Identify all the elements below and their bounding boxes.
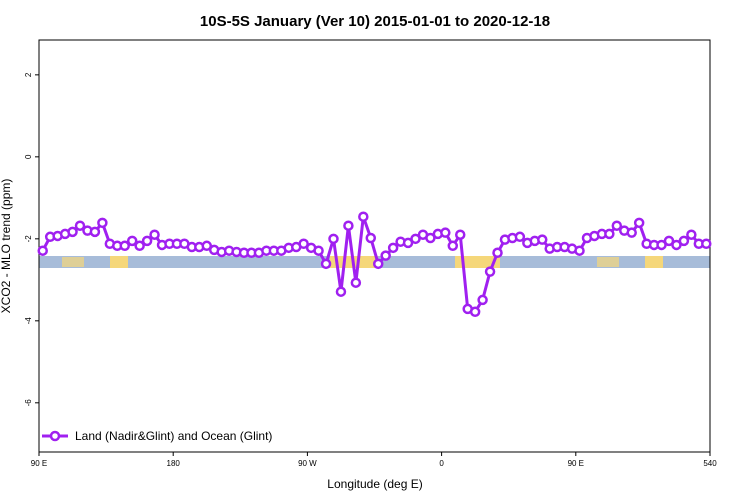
y-tick-label: 2 (24, 72, 33, 77)
point (119, 240, 130, 252)
point (97, 217, 108, 229)
point (477, 294, 488, 306)
point (633, 217, 645, 229)
point (358, 211, 369, 222)
point (149, 229, 160, 240)
point (447, 240, 459, 252)
x-tick-label: 90 W (298, 459, 317, 468)
land-patch (62, 257, 84, 267)
point (701, 238, 712, 249)
land-patch (110, 256, 128, 268)
point (626, 227, 637, 238)
point (454, 229, 466, 240)
point (574, 245, 585, 256)
y-axis-label: XCO2 - MLO trend (ppm) (0, 179, 13, 314)
point (74, 220, 86, 231)
point (440, 227, 451, 238)
point (298, 238, 309, 249)
y-tick-label: 0 (24, 154, 33, 159)
point (350, 277, 362, 288)
x-tick-label: 180 (167, 459, 181, 468)
legend-label: Land (Nadir&Glint) and Ocean (Glint) (75, 429, 272, 443)
point (201, 240, 212, 252)
point (380, 250, 391, 261)
land-patch (597, 257, 619, 267)
point (343, 220, 354, 231)
point (134, 240, 145, 252)
point (402, 237, 414, 249)
x-tick-label: 90 E (31, 459, 47, 468)
land-patch (455, 256, 500, 268)
x-tick-label: 540 (703, 459, 717, 468)
point (67, 226, 78, 238)
point (425, 232, 436, 244)
land-patch (645, 256, 663, 268)
point (492, 247, 503, 259)
legend: Land (Nadir&Glint) and Ocean (Glint) (42, 429, 272, 443)
point (365, 232, 377, 244)
point (469, 306, 481, 318)
y-tick-label: -2 (24, 235, 33, 243)
point (320, 258, 332, 270)
y-tick-label: -4 (24, 317, 33, 325)
point (537, 234, 548, 245)
point (387, 242, 399, 254)
point (656, 239, 667, 251)
point (611, 220, 623, 231)
point (686, 229, 697, 240)
point (372, 258, 384, 270)
x-tick-label: 0 (439, 459, 444, 468)
point (514, 231, 526, 243)
legend-marker (49, 430, 61, 442)
point (484, 266, 496, 277)
x-axis-label: Longitude (deg E) (327, 477, 422, 491)
point (335, 286, 347, 297)
point (410, 233, 421, 245)
y-tick-label: -6 (24, 399, 33, 407)
point (141, 235, 153, 247)
point (313, 245, 324, 256)
point (328, 233, 339, 245)
x-tick-label: 90 E (568, 459, 584, 468)
point (89, 226, 101, 238)
point (663, 235, 675, 247)
point (678, 235, 690, 247)
chart-title: 10S-5S January (Ver 10) 2015-01-01 to 20… (200, 13, 550, 30)
point (37, 245, 48, 256)
point (126, 235, 138, 247)
point (671, 239, 682, 251)
point (604, 228, 615, 240)
